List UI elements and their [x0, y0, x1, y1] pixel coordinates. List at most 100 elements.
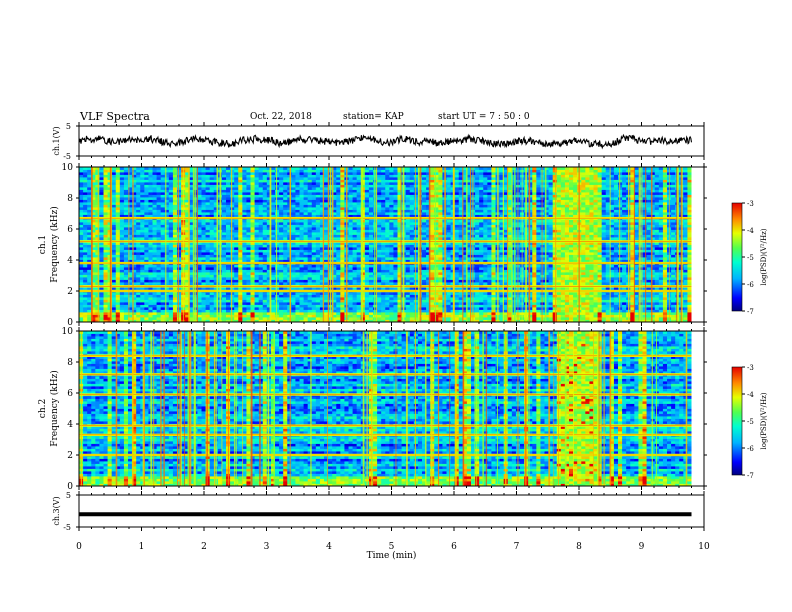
spectrogram-cell	[662, 297, 668, 300]
spectrogram-cell	[593, 272, 598, 275]
spectrogram-cell	[168, 269, 174, 273]
spectrogram-cell	[87, 312, 92, 315]
spectrogram-cell	[258, 252, 264, 255]
spectrogram-cell	[205, 309, 211, 313]
spectrogram-cell	[385, 267, 390, 270]
spectrogram-cell	[491, 294, 496, 298]
spectrogram-cell	[536, 277, 541, 280]
spectrogram-cell	[226, 304, 231, 308]
spectrogram-cell	[597, 252, 603, 255]
spectrogram-cell	[560, 274, 566, 278]
spectrogram-cell	[111, 237, 117, 240]
spectrogram-cell	[242, 267, 247, 270]
spectrogram-cell	[295, 317, 300, 320]
spectrogram-cell	[340, 304, 345, 308]
spectrogram-cell	[299, 314, 304, 318]
spectrogram-cell	[548, 319, 554, 323]
spectrogram-cell	[250, 274, 255, 278]
spectrogram-cell	[564, 274, 570, 278]
spectrogram-cell	[409, 279, 415, 283]
spectrogram-cell	[573, 309, 578, 313]
spectrogram-cell	[560, 264, 566, 268]
spectrogram-cell	[454, 314, 460, 318]
spectrogram-cell	[352, 249, 358, 253]
spectrogram-cell	[536, 319, 541, 323]
spectrogram-cell	[262, 282, 268, 285]
spectrogram-cell	[564, 244, 570, 248]
spectrogram-cell	[295, 264, 300, 268]
spectrogram-cell	[487, 299, 492, 303]
spectrogram-cell	[123, 269, 129, 273]
spectrogram-cell	[581, 247, 586, 250]
spectrogram-cell	[311, 249, 317, 253]
spectrogram-cell	[613, 267, 619, 270]
spectrogram-cell	[556, 247, 562, 250]
spectrogram-cell	[364, 299, 370, 303]
spectrogram-cell	[409, 267, 415, 270]
spectrogram-cell	[238, 279, 243, 283]
spectrogram-cell	[95, 319, 100, 323]
spectrogram-cell	[123, 277, 129, 280]
spectrogram-cell	[381, 279, 386, 283]
spectrogram-cell	[111, 294, 117, 298]
spectrogram-cell	[299, 282, 304, 285]
spectrogram-cell	[487, 309, 492, 313]
spectrogram-cell	[238, 237, 243, 240]
spectrogram-cell	[275, 249, 280, 253]
spectrogram-cell	[618, 272, 623, 275]
spectrogram-cell	[201, 312, 206, 315]
spectrogram-cell	[201, 269, 206, 273]
spectrogram-cell	[283, 314, 288, 318]
spectrogram-cell	[348, 277, 353, 280]
spectrogram-cell	[79, 264, 84, 268]
spectrogram-cell	[226, 272, 231, 275]
spectrogram-cell	[413, 314, 419, 318]
spectrogram-cell	[671, 307, 676, 310]
spectrogram-cell	[569, 272, 574, 275]
spectrogram-cell	[622, 257, 627, 260]
spectrogram-cell	[454, 309, 460, 313]
spectrogram-cell	[348, 309, 353, 313]
spectrogram-cell	[123, 297, 129, 300]
spectrogram-cell	[548, 277, 554, 280]
spectrogram-cell	[491, 272, 496, 275]
spectrogram-cell	[115, 269, 121, 273]
spectrogram-cell	[291, 269, 296, 273]
spectrogram-cell	[246, 314, 251, 318]
spectrogram-cell	[622, 297, 627, 300]
spectrogram-cell	[103, 257, 108, 260]
spectrogram-cell	[287, 247, 292, 250]
spectrogram-cell	[156, 279, 162, 283]
spectrogram-cell	[446, 307, 451, 310]
spectrogram-cell	[569, 307, 574, 310]
spectrogram-cell	[564, 319, 570, 323]
spectrogram-cell	[311, 279, 317, 283]
spectrogram-cell	[111, 304, 117, 308]
spectrogram-cell	[564, 282, 570, 285]
spectrogram-cell	[311, 252, 317, 255]
spectrogram-cell	[687, 247, 692, 250]
spectrogram-cell	[618, 282, 623, 285]
spectrogram-cell	[671, 254, 676, 258]
spectrogram-cell	[405, 302, 411, 305]
spectrogram-cell	[303, 247, 309, 250]
spectrogram-cell	[258, 299, 264, 303]
spectrogram-cell	[609, 317, 615, 320]
spectrogram-cell	[221, 282, 227, 285]
spectrogram-cell	[205, 299, 211, 303]
spectrogram-cell	[144, 319, 149, 323]
spectrogram-cell	[287, 307, 292, 310]
spectrogram-cell	[201, 244, 206, 248]
spectrogram-cell	[103, 274, 108, 278]
spectrogram-cell	[422, 294, 427, 298]
spectrogram-cell	[172, 319, 178, 323]
spectrogram-cell	[573, 279, 578, 283]
spectrogram-cell	[393, 292, 398, 295]
spectrogram-cell	[613, 309, 619, 313]
spectrogram-cell	[544, 317, 549, 320]
spectrogram-cell	[111, 254, 117, 258]
spectrogram-cell	[601, 244, 607, 248]
spectrogram-cell	[291, 312, 296, 315]
spectrogram-cell	[556, 319, 562, 323]
spectrogram-cell	[364, 309, 370, 313]
